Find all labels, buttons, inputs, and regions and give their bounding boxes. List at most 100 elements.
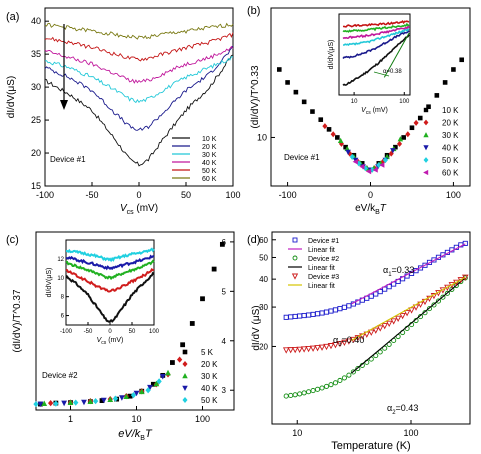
panel-c-point <box>107 396 114 403</box>
panel-b-point <box>390 148 396 154</box>
panel-d-point <box>283 314 289 320</box>
panel-d-ytick-label: 60 <box>259 236 268 245</box>
panel-a-xtick-label: 50 <box>181 190 191 200</box>
panel-c-point <box>200 296 205 302</box>
panel-c: (c)1101003456eV/kBT(dI/dV)/T^0.37Device … <box>6 231 235 442</box>
panel-b-point <box>326 127 332 132</box>
panel-b-inset-fit-label: α=0.38 <box>383 69 402 75</box>
panel-c-letter: (c) <box>6 234 19 246</box>
panel-b-xlabel-main: eV/k <box>355 203 376 214</box>
panel-d-alpha-symbol-0: α <box>383 265 388 275</box>
panel-c-inset-ytick-label: 6 <box>61 314 65 320</box>
panel-b-point <box>459 57 465 63</box>
panel-b-legend-label-2: 30 K <box>442 131 459 140</box>
panel-d-point <box>386 341 392 347</box>
panel-b-point <box>382 157 388 164</box>
panel-d-point <box>309 345 317 352</box>
panel-d-point <box>315 386 321 392</box>
panel-b-point <box>337 137 344 143</box>
panel-d-point <box>282 347 290 354</box>
panel-c-point <box>99 398 105 404</box>
panel-c-legend-label-2: 30 K <box>201 372 218 381</box>
panel-b-legend-label-0: 10 K <box>442 106 459 115</box>
panel-c-point <box>219 241 225 247</box>
panel-d-point <box>328 308 334 314</box>
panel-a-legend-label-0: 10 K <box>202 136 217 143</box>
panel-b-point <box>396 140 403 147</box>
panel-d-point <box>346 372 352 378</box>
panel-b-point <box>359 161 365 166</box>
panel-d-point <box>297 313 303 319</box>
panel-d-point <box>376 325 384 332</box>
panel-b-point <box>293 89 299 95</box>
panel-b-inset-ylabel: dI/dV(μS) <box>328 40 335 70</box>
panel-c-point <box>73 399 79 406</box>
panel-d-point <box>291 346 299 354</box>
panel-a-xtick-label: 100 <box>225 190 240 200</box>
panel-d-alpha-value-0: =0.33 <box>392 265 415 275</box>
panel-b-inset-series-4 <box>342 22 410 33</box>
panel-a-ytick-label: 35 <box>31 49 41 59</box>
panel-c-inset-xlabel: Vcs (mV) <box>97 337 124 346</box>
panel-a-legend-label-5: 60 K <box>202 176 217 183</box>
panel-d-point <box>323 309 330 315</box>
panel-d-point <box>300 346 308 353</box>
panel-a-ytick-label: 15 <box>31 181 41 191</box>
panel-c-point <box>61 400 67 407</box>
panel-c-point <box>112 395 119 402</box>
panel-c-inset-ytick-label: 10 <box>57 276 64 282</box>
panel-d-point <box>318 344 326 351</box>
panel-d-point <box>292 313 298 320</box>
panel-d-point <box>350 369 356 375</box>
panel-b-inset-xlabel-unit: (mV) <box>371 107 388 114</box>
panel-d-point <box>426 295 433 303</box>
panel-b-legend-marker-2 <box>423 132 429 138</box>
panel-b-point <box>359 163 365 170</box>
panel-a-arrow-head <box>60 100 68 110</box>
panel-b-point <box>397 136 404 142</box>
panel-d-point <box>328 382 334 388</box>
panel-c-xlabel-tail: T <box>145 428 153 440</box>
panel-c-point <box>150 381 156 387</box>
panel-d-point <box>306 312 312 318</box>
panel-a-legend-label-4: 50 K <box>202 168 217 175</box>
panel-d-point <box>341 304 347 310</box>
panel-d-point <box>323 343 330 351</box>
panel-d-point <box>431 302 437 308</box>
panel-b-xlabel-tail: T <box>380 203 387 214</box>
panel-b-point <box>345 149 351 156</box>
panel-d-frame <box>271 231 471 425</box>
panel-c-annotation: Device #2 <box>42 371 78 380</box>
panel-d-point <box>377 349 383 355</box>
panel-d-point <box>319 310 325 316</box>
panel-c-inset-xtick-label: 50 <box>129 329 136 335</box>
panel-a-xtick-label: -50 <box>85 190 98 200</box>
panel-d-point <box>341 375 347 381</box>
panel-d-point <box>355 365 361 372</box>
panel-d-point <box>297 391 303 397</box>
panel-c-legend-label-4: 50 K <box>201 396 218 405</box>
panel-d-point <box>292 392 298 398</box>
panel-b-point <box>301 99 307 105</box>
panel-b-point <box>401 135 406 140</box>
panel-a-ytick-label: 20 <box>31 148 41 158</box>
panel-c-point <box>37 401 44 408</box>
panel-c-legend-label-3: 40 K <box>201 384 218 393</box>
panel-c-legend-marker-4 <box>182 397 188 403</box>
panel-b-ytick-label: 10 <box>257 132 267 142</box>
panel-d-point <box>301 312 307 319</box>
panel-a-xlabel: Vcs (mV) <box>120 203 158 216</box>
panel-d-point <box>435 298 441 304</box>
panel-c-point <box>159 373 166 380</box>
panel-c-point <box>118 395 125 401</box>
panel-b-inset-fit-pointer <box>373 71 390 77</box>
panel-a-ytick-label: 30 <box>31 82 41 92</box>
panel-d-letter: (d) <box>247 234 260 246</box>
panel-c-point <box>87 398 94 404</box>
panel-d-alpha-sub-0: 1 <box>388 272 392 278</box>
panel-b-legend-marker-0 <box>423 107 429 113</box>
panel-c-inset-xlabel-unit: (mV) <box>106 337 123 344</box>
panel-b-ylabel: (dI/dV)/T^0.33 <box>250 65 261 128</box>
panel-b-point <box>285 80 290 85</box>
panel-d-point <box>417 265 424 271</box>
